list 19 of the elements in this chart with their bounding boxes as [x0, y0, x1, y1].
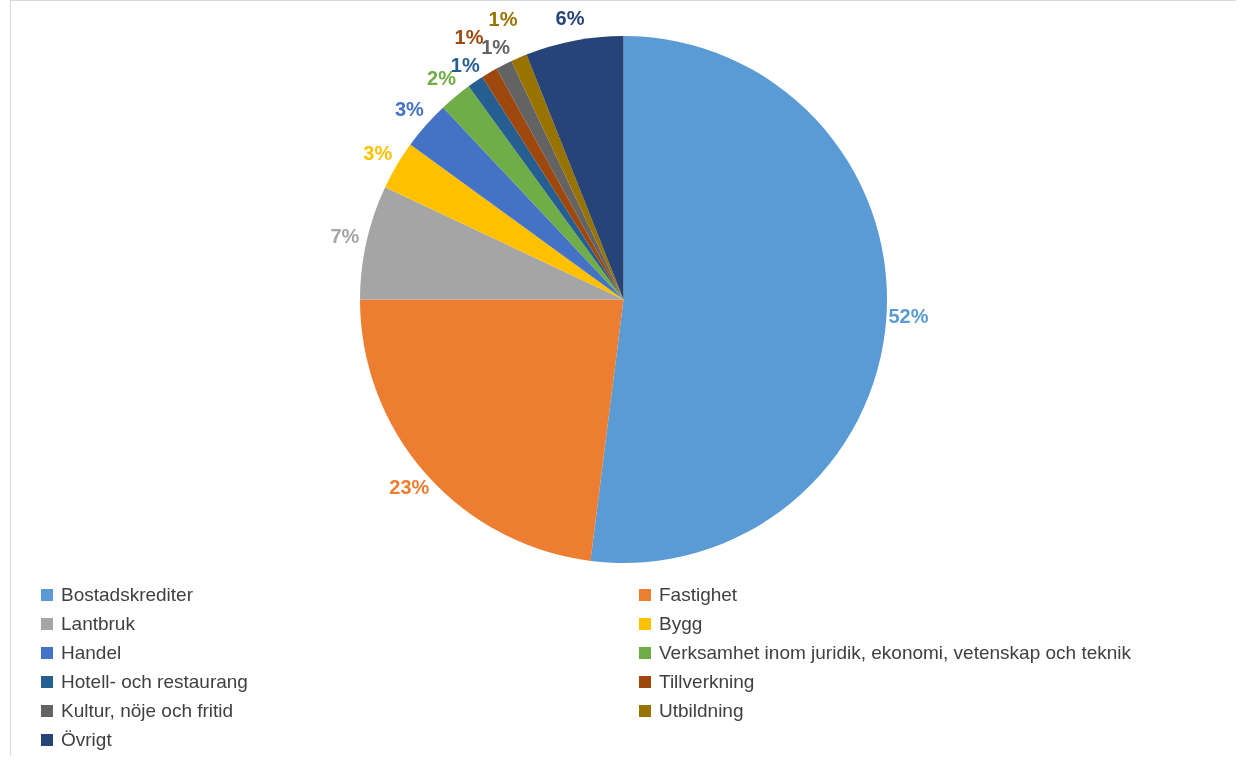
data-label: 3% — [363, 141, 393, 164]
data-label: 1% — [454, 25, 484, 48]
legend-label: Handel — [61, 642, 122, 664]
data-label: 3% — [394, 98, 425, 121]
legend-label: Bostadskrediter — [61, 584, 194, 606]
data-label: 1% — [488, 8, 518, 31]
legend-label: Bygg — [659, 613, 703, 635]
legend-label: Kultur, nöje och fritid — [61, 700, 234, 722]
legend-label: Hotell- och restaurang — [61, 671, 248, 693]
data-label: 6% — [555, 6, 585, 29]
legend-label: Fastighet — [659, 584, 738, 606]
data-label: 52% — [888, 304, 929, 327]
legend-label: Lantbruk — [61, 613, 135, 635]
data-label: 7% — [330, 224, 360, 247]
legend-label: Övrigt — [61, 729, 112, 751]
legend-label: Tillverkning — [659, 671, 755, 693]
legend-label: Utbildning — [659, 700, 744, 722]
data-label: 23% — [389, 475, 430, 498]
legend-label: Verksamhet inom juridik, ekonomi, vetenskap och teknik — [659, 642, 1132, 664]
